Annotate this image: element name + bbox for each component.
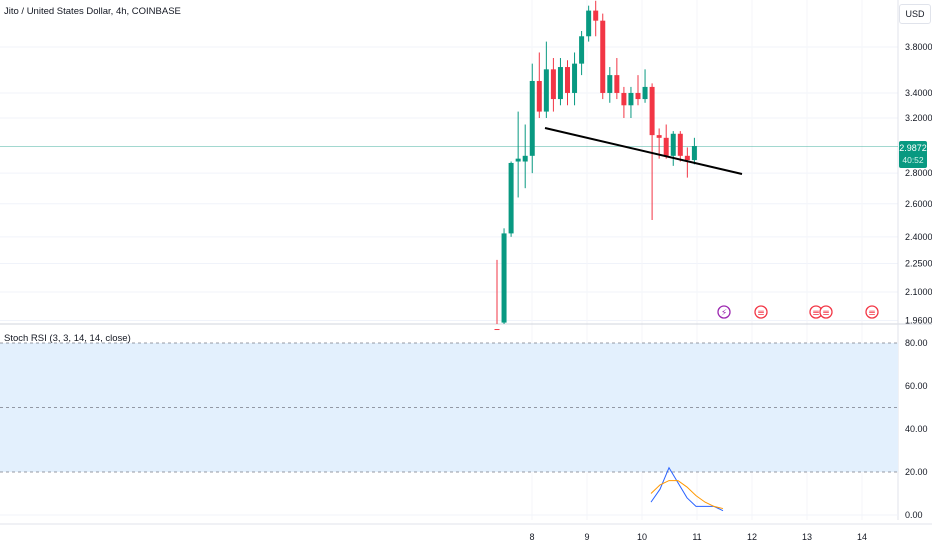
candle-down xyxy=(536,80,542,112)
candle-down xyxy=(656,135,662,138)
time-tick-label: 10 xyxy=(637,532,647,542)
candle-down xyxy=(649,86,655,136)
time-tick-label: 14 xyxy=(857,532,867,542)
candle-down xyxy=(614,75,620,93)
lightning-event-icon-glyph: ⚡ xyxy=(721,309,727,319)
price-tick-label: 1.9600 xyxy=(905,316,932,326)
candle-up xyxy=(529,80,535,156)
candle-down xyxy=(494,329,500,331)
us-flag-event-icon-glyph: ≡ xyxy=(822,309,830,319)
chart-title: Jito / United States Dollar, 4h, COINBAS… xyxy=(4,6,181,17)
price-tick-label: 2.8000 xyxy=(905,168,932,178)
candle-down xyxy=(565,67,570,93)
candle-up xyxy=(607,75,613,93)
us-flag-event-icon-glyph: ≡ xyxy=(757,309,765,319)
time-tick-label: 13 xyxy=(802,532,812,542)
last-price-value: 2.9872 xyxy=(899,143,927,153)
stoch-tick-label: 20.00 xyxy=(905,467,928,477)
candle-down xyxy=(621,92,627,106)
price-tick-label: 3.4000 xyxy=(905,88,932,98)
time-tick-label: 11 xyxy=(692,532,701,542)
stoch-tick-label: 0.00 xyxy=(905,510,923,520)
currency-button[interactable]: USD xyxy=(899,4,931,24)
price-tick-label: 2.1000 xyxy=(905,287,932,297)
price-tick-label: 2.2500 xyxy=(905,258,932,268)
candle-up xyxy=(508,162,514,234)
candle-up xyxy=(642,86,648,100)
candle-up xyxy=(670,133,676,156)
time-tick-label: 9 xyxy=(584,532,589,542)
candle-down xyxy=(550,69,556,100)
indicator-title: Stoch RSI (3, 3, 14, 14, close) xyxy=(4,333,131,344)
time-tick-label: 8 xyxy=(529,532,534,542)
stoch-band xyxy=(0,343,898,472)
lightning-event-icon[interactable] xyxy=(717,305,731,319)
candle-down xyxy=(684,155,690,161)
stoch-d-line xyxy=(650,480,724,510)
time-tick-label: 12 xyxy=(747,532,757,542)
us-flag-event-icon[interactable] xyxy=(865,305,879,319)
candle-countdown: 40:52 xyxy=(902,155,924,165)
candle-up xyxy=(579,36,585,64)
price-tick-label: 3.8000 xyxy=(905,42,932,52)
candle-up xyxy=(572,63,578,93)
candle-up xyxy=(557,67,563,100)
stoch-tick-label: 60.00 xyxy=(905,381,928,391)
us-flag-event-icon[interactable] xyxy=(819,305,833,319)
candle-up xyxy=(515,158,521,162)
price-tick-label: 3.2000 xyxy=(905,113,932,123)
candle-up xyxy=(522,155,528,162)
stoch-tick-label: 40.00 xyxy=(905,424,928,434)
candle-down xyxy=(593,10,599,21)
trendline[interactable] xyxy=(544,127,743,175)
candle-up xyxy=(691,146,697,161)
price-tick-label: 2.6000 xyxy=(905,199,932,209)
candle-up xyxy=(501,233,507,323)
candle-down xyxy=(663,137,669,156)
stoch-k-line xyxy=(650,466,724,512)
us-flag-event-icon-glyph: ≡ xyxy=(868,309,876,319)
stoch-tick-label: 80.00 xyxy=(905,338,928,348)
candle-up xyxy=(586,10,592,37)
candle-up xyxy=(543,69,549,112)
candle-down xyxy=(600,20,606,93)
last-price-tag: 2.9872 40:52 xyxy=(899,141,927,168)
candle-down xyxy=(635,92,641,100)
us-flag-event-icon-glyph: ≡ xyxy=(812,309,820,319)
candle-up xyxy=(628,92,634,106)
us-flag-event-icon[interactable] xyxy=(754,305,768,319)
price-tick-label: 2.4000 xyxy=(905,232,932,242)
candle-down xyxy=(677,133,683,156)
